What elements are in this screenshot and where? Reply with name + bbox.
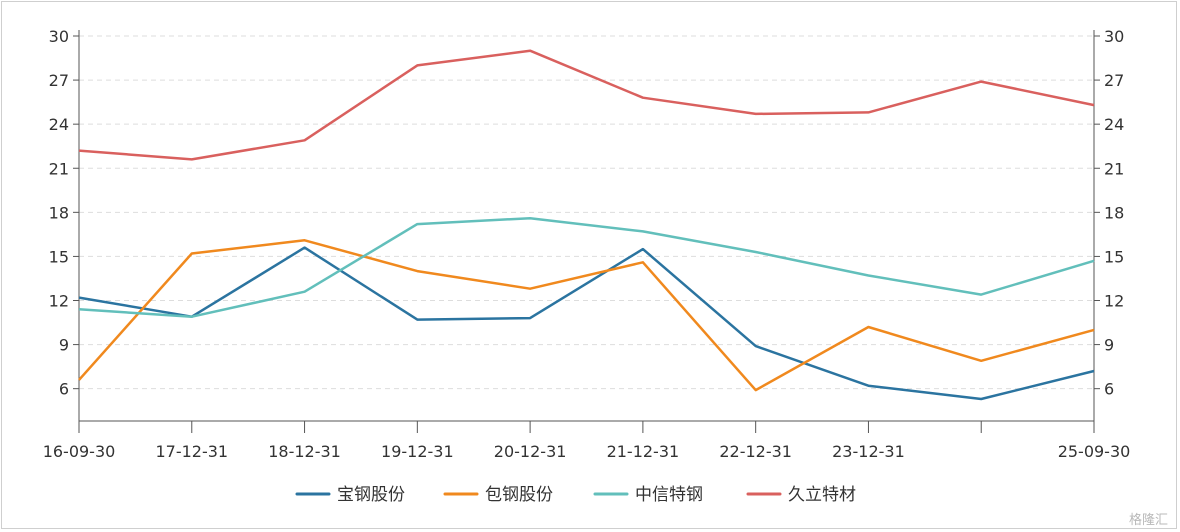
y-tick-label-right: 9 [1104,336,1114,355]
legend-label: 包钢股份 [485,485,553,505]
y-tick-label-right: 18 [1104,203,1124,222]
grid-lines [79,35,1094,390]
y-tick-label-right: 12 [1104,292,1124,311]
y-tick-label-left: 30 [49,27,69,46]
y-tick-label-left: 27 [49,71,69,90]
x-tick-label: 19-12-31 [381,442,454,461]
y-tick-label-right: 30 [1104,27,1124,46]
x-tick-label: 22-12-31 [719,442,792,461]
x-tick-label: 17-12-31 [155,442,228,461]
y-tick-label-left: 24 [49,115,69,134]
x-tick-label: 23-12-31 [832,442,905,461]
legend-label: 中信特钢 [635,485,703,505]
legend-label: 宝钢股份 [337,485,405,505]
y-tick-label-left: 12 [49,292,69,311]
series-line-2 [78,216,1095,318]
y-tick-label-left: 6 [59,380,69,399]
series-line-1 [78,239,1095,392]
y-tick-label-right: 27 [1104,71,1124,90]
y-tick-label-right: 6 [1104,380,1114,399]
x-tick-label: 16-09-30 [43,442,116,461]
series-lines [78,49,1095,401]
y-tick-label-left: 21 [49,159,69,178]
y-tick-label-right: 21 [1104,159,1124,178]
series-line-3 [78,49,1095,161]
x-tick-label: 25-09-30 [1058,442,1131,461]
x-tick-label: 20-12-31 [494,442,567,461]
watermark-logo: 格隆汇 [1128,513,1168,528]
x-tick-label: 18-12-31 [268,442,341,461]
y-tick-label-left: 15 [49,247,69,266]
y-tick-label-right: 24 [1104,115,1124,134]
x-tick-label: 21-12-31 [607,442,680,461]
legend: 宝钢股份 包钢股份 中信特钢 久立特材 [295,485,856,505]
series-line-0 [78,246,1095,401]
y-tick-label-left: 18 [49,203,69,222]
axes: 6 6 9 9 12 12 15 15 18 18 21 21 24 24 27 27 30 30 16-09-30… [43,27,1131,461]
legend-label: 久立特材 [788,485,856,505]
y-tick-label-left: 9 [59,336,69,355]
y-tick-label-right: 15 [1104,247,1124,266]
